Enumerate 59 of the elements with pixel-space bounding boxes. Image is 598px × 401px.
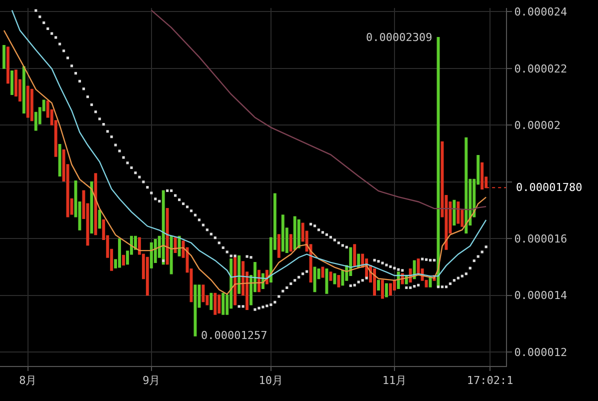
candlestick — [238, 255, 241, 294]
candlestick — [480, 162, 484, 190]
candlestick — [202, 284, 205, 302]
ref-line-label: 0.00001780 — [516, 181, 582, 194]
annotation: 0.00002309 — [366, 31, 432, 44]
candlestick — [166, 208, 169, 265]
candlestick — [162, 190, 165, 265]
candlestick — [333, 273, 336, 284]
candlestick — [146, 256, 149, 296]
candlestick — [6, 46, 10, 84]
x-tick-label: 11月 — [382, 374, 407, 388]
candlestick — [297, 219, 300, 248]
candlestick — [456, 202, 460, 224]
candlestick — [122, 254, 125, 266]
candlestick — [98, 210, 102, 229]
candlestick — [2, 44, 6, 69]
x-tick-label: 8月 — [19, 374, 37, 388]
y-tick-label: 0.000016 — [514, 232, 568, 246]
candlestick — [325, 268, 328, 294]
candlestick — [428, 276, 432, 288]
candlestick — [170, 236, 173, 274]
candlestick — [214, 292, 217, 315]
candlestick — [381, 280, 384, 299]
x-tick-label: 10月 — [258, 374, 284, 388]
candlestick — [234, 256, 237, 306]
candlestick — [222, 292, 225, 315]
line-series — [150, 10, 487, 210]
candlestick — [373, 268, 376, 296]
candlestick — [90, 181, 94, 234]
candlestick — [353, 244, 356, 266]
candlestick — [118, 238, 121, 268]
candlestick — [377, 280, 380, 290]
y-tick-label: 0.000022 — [514, 62, 568, 76]
y-tick-label: 0.000012 — [514, 346, 568, 359]
candlestick — [452, 200, 456, 226]
candlestick — [293, 216, 296, 250]
candlestick — [289, 234, 292, 252]
annotation: 0.00001257 — [201, 329, 268, 342]
y-tick-label: 0.000014 — [514, 289, 568, 302]
y-tick-label: 0.00002 — [514, 119, 561, 132]
y-tick-label: 0.000024 — [514, 6, 568, 19]
candlestick — [218, 294, 221, 314]
candlestick — [337, 275, 340, 288]
candlestick — [388, 283, 392, 296]
candlestick — [30, 88, 34, 122]
candlestick — [22, 66, 26, 114]
candlestick — [94, 173, 98, 236]
candlestick — [10, 70, 14, 96]
candlestick — [174, 237, 177, 254]
candlestick — [329, 272, 332, 281]
candlestick — [281, 214, 284, 252]
x-tick-label: 17:02:1 — [466, 374, 514, 388]
candlestick — [150, 242, 153, 268]
candlestick — [277, 234, 280, 258]
x-tick-label: 9月 — [142, 374, 160, 388]
candlestick — [210, 292, 213, 310]
candlestick — [464, 137, 468, 234]
candlestick — [26, 86, 30, 118]
candlestick — [385, 283, 388, 298]
